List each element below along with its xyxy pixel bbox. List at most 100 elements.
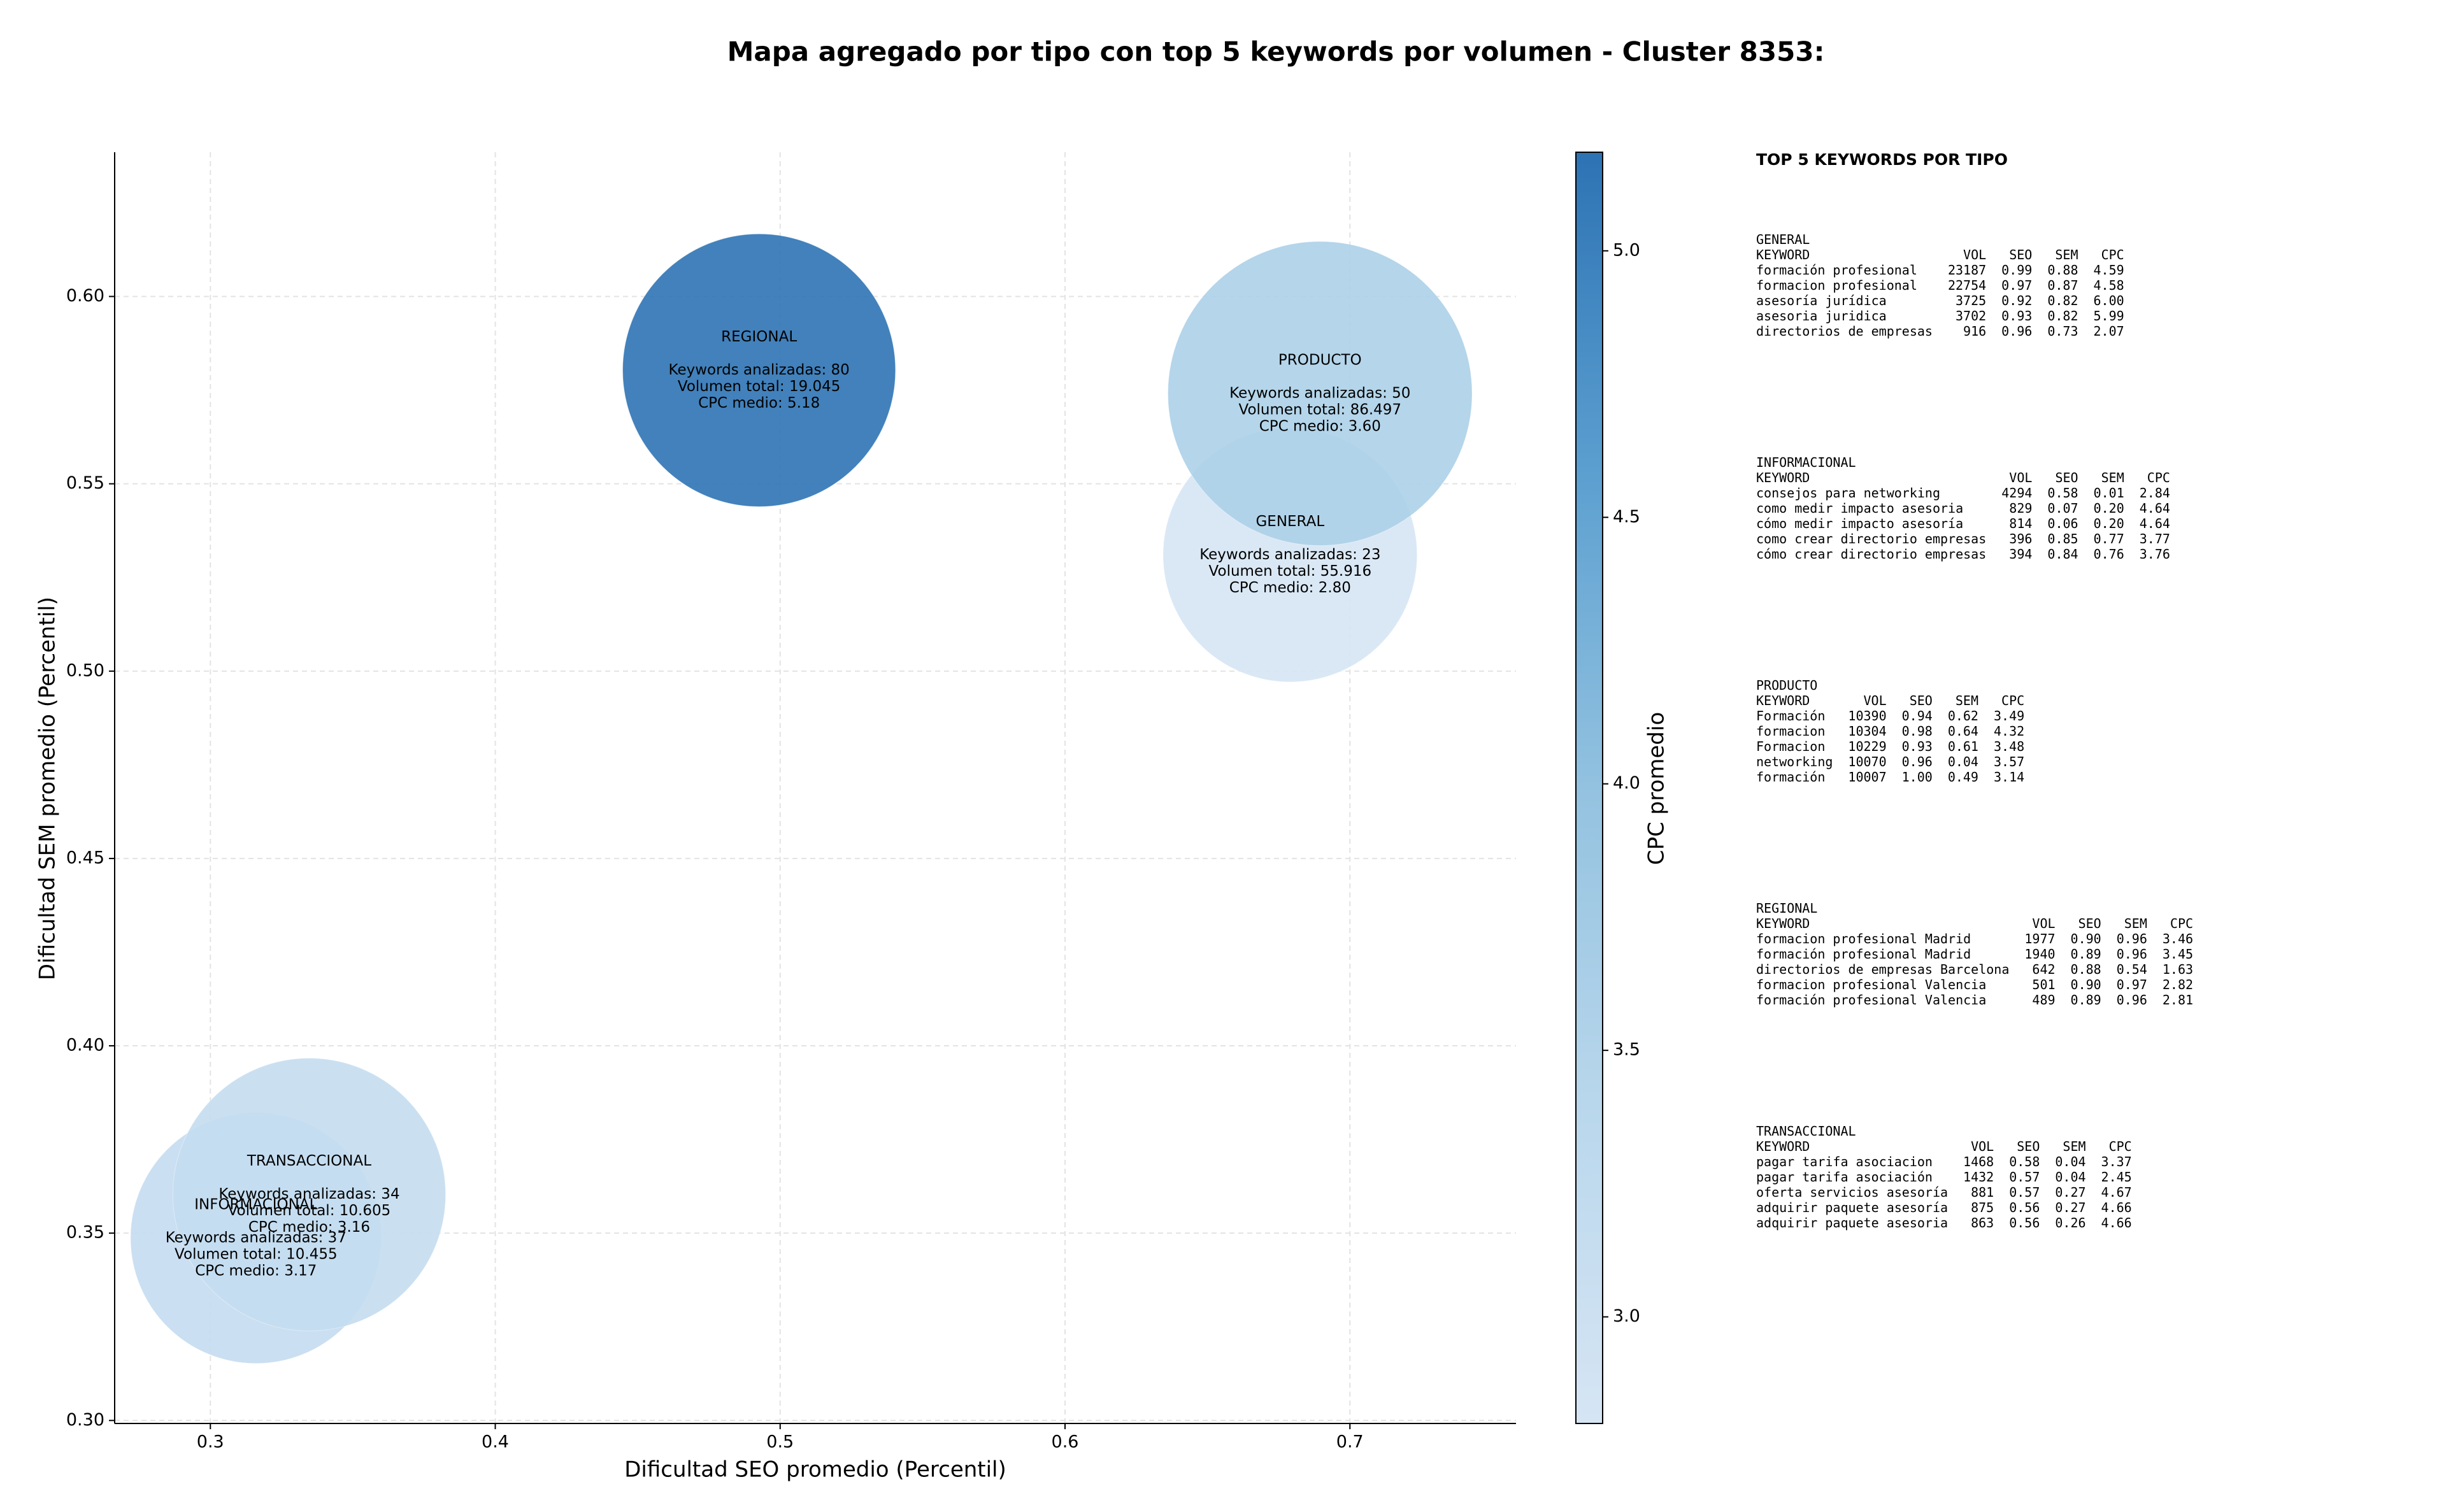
table-row: formacion 10304 0.98 0.64 4.32: [1756, 724, 2024, 739]
table-row: formacion profesional 22754 0.97 0.87 4.58: [1756, 278, 2124, 293]
colorbar-tick-label: 5.0: [1613, 240, 1640, 260]
table-cell: 4.32: [1993, 724, 2025, 739]
bubble-annotation: Volumen total: 10.455: [175, 1246, 338, 1262]
table-cell: 1977: [2024, 931, 2056, 946]
table-cell: 1432: [1963, 1169, 1994, 1185]
table-cell: 5.99: [2093, 308, 2124, 324]
column-header: VOL: [1971, 1139, 1994, 1154]
chart-title: Mapa agregado por tipo con top 5 keyword…: [727, 36, 1825, 68]
table-cell: Formación: [1756, 708, 1826, 724]
keyword-table: KEYWORD VOL SEO SEM CPC formacion profesional…: [1756, 916, 2193, 1008]
column-header: SEO: [2078, 916, 2101, 931]
column-header: VOL: [2009, 470, 2033, 485]
column-header: VOL: [2032, 916, 2056, 931]
table-cell: 0.56: [2009, 1215, 2040, 1230]
table-cell: 0.27: [2055, 1200, 2086, 1215]
header-row: KEYWORD VOL SEO SEM CPC: [1756, 693, 2024, 708]
table-cell: 6.00: [2093, 293, 2124, 308]
column-header: SEM: [2101, 470, 2124, 485]
table-cell: 3702: [1956, 308, 1987, 324]
table-cell: 394: [2009, 546, 2033, 562]
table-cell: 3.49: [1993, 708, 2025, 724]
table-cell: 0.57: [2009, 1169, 2040, 1185]
table-cell: 0.64: [1947, 724, 1978, 739]
block-name: REGIONAL: [1756, 901, 1818, 916]
table-cell: 0.85: [2047, 531, 2078, 546]
table-cell: 10070: [1848, 754, 1887, 769]
table-cell: 0.89: [2070, 946, 2101, 962]
x-tick-label: 0.5: [766, 1432, 794, 1452]
table-cell: 0.77: [2093, 531, 2124, 546]
table-cell: 0.94: [1901, 708, 1933, 724]
table-row: pagar tarifa asociacion 1468 0.58 0.04 3.37: [1756, 1154, 2132, 1169]
table-cell: 0.88: [2070, 962, 2101, 977]
column-header: KEYWORD: [1756, 470, 1810, 485]
table-cell: 1468: [1963, 1154, 1994, 1169]
bubble-annotation: Keywords analizadas: 80: [669, 362, 850, 378]
table-cell: 0.06: [2047, 516, 2078, 531]
table-cell: 642: [2032, 962, 2056, 977]
table-cell: 0.96: [2116, 946, 2147, 962]
table-cell: 0.04: [1947, 754, 1978, 769]
table-cell: 0.76: [2093, 546, 2124, 562]
colorbar-tick-label: 4.0: [1613, 773, 1640, 793]
column-header: SEM: [2063, 1139, 2086, 1154]
column-header: KEYWORD: [1756, 916, 1810, 931]
y-tick-label: 0.35: [66, 1223, 104, 1243]
keyword-block: TRANSACCIONAL KEYWORD VOL SEO SEM CPC pagar ta…: [1756, 1123, 2193, 1346]
table-cell: adquirir paquete asesoria: [1756, 1215, 1949, 1230]
table-cell: 2.84: [2139, 485, 2170, 501]
table-cell: 4.64: [2139, 516, 2170, 531]
bubble-label: PRODUCTO: [1278, 352, 1362, 368]
bubble-annotation: Volumen total: 86.497: [1239, 401, 1402, 418]
table-cell: 0.89: [2070, 992, 2101, 1008]
table-cell: 0.56: [2009, 1200, 2040, 1215]
table-row: formación 10007 1.00 0.49 3.14: [1756, 769, 2024, 785]
table-cell: 1.63: [2162, 962, 2194, 977]
y-tick-label: 0.55: [66, 473, 104, 493]
table-cell: formacion profesional: [1756, 278, 1917, 293]
table-cell: 0.54: [2116, 962, 2147, 977]
table-row: cómo crear directorio empresas 394 0.84 0.7…: [1756, 546, 2170, 562]
table-cell: 0.87: [2047, 278, 2078, 293]
table-cell: 2.07: [2093, 324, 2124, 339]
colorbar-tick-label: 4.5: [1613, 507, 1640, 527]
table-cell: 4.67: [2101, 1185, 2132, 1200]
table-cell: 1.00: [1901, 769, 1933, 785]
table-cell: 881: [1971, 1185, 1994, 1200]
bubble-annotation: CPC medio: 3.60: [1259, 418, 1381, 434]
table-cell: formacion profesional Valencia: [1756, 977, 1987, 992]
table-row: cómo medir impacto asesoría 814 0.06 0.20 4.…: [1756, 516, 2170, 531]
bubble-annotation: CPC medio: 2.80: [1229, 580, 1351, 596]
table-cell: 0.20: [2093, 501, 2124, 516]
block-name: TRANSACCIONAL: [1756, 1123, 1856, 1139]
table-cell: 0.01: [2093, 485, 2124, 501]
y-axis-label: Dificultad SEM promedio (Percentil): [35, 597, 61, 980]
side-panel-title: TOP 5 KEYWORDS POR TIPO: [1756, 150, 2008, 169]
table-cell: 0.96: [2116, 931, 2147, 946]
column-header: CPC: [2101, 247, 2124, 262]
table-cell: 3.14: [1993, 769, 2025, 785]
table-cell: 10229: [1848, 739, 1887, 754]
table-cell: 10390: [1848, 708, 1887, 724]
table-cell: 0.99: [2001, 262, 2033, 278]
table-row: oferta servicios asesoría 881 0.57 0.27 4.67: [1756, 1185, 2132, 1200]
y-tick-label: 0.40: [66, 1036, 104, 1055]
table-cell: 3.76: [2139, 546, 2170, 562]
column-header: SEM: [2124, 916, 2147, 931]
colorbar-tick-label: 3.0: [1613, 1306, 1640, 1326]
table-cell: formación: [1756, 769, 1826, 785]
table-cell: 916: [1963, 324, 1987, 339]
table-cell: 0.27: [2055, 1185, 2086, 1200]
table-cell: 489: [2032, 992, 2056, 1008]
header-row: KEYWORD VOL SEO SEM CPC: [1756, 247, 2124, 262]
y-tick-label: 0.60: [66, 286, 104, 306]
table-cell: 4.66: [2101, 1215, 2132, 1230]
column-header: CPC: [2170, 916, 2194, 931]
table-cell: 3.77: [2139, 531, 2170, 546]
y-tick-label: 0.50: [66, 660, 104, 680]
column-header: SEM: [2055, 247, 2078, 262]
table-cell: directorios de empresas: [1756, 324, 1933, 339]
